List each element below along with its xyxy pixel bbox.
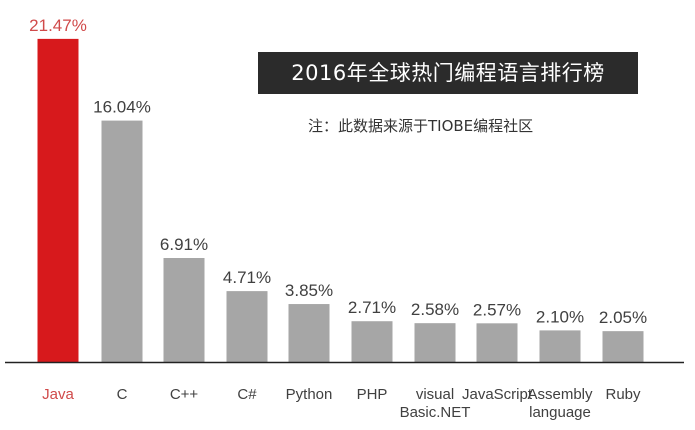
value-label: 2.10% — [536, 307, 584, 326]
value-label: 2.71% — [348, 298, 396, 317]
value-label: 2.57% — [473, 300, 521, 319]
category-label: Basic.NET — [400, 404, 471, 421]
category-label: C — [117, 386, 128, 403]
bar-ruby — [602, 331, 644, 362]
bar-visual-basic-net — [414, 323, 456, 362]
category-label: Assembly — [527, 386, 593, 403]
category-label: PHP — [357, 386, 388, 403]
chart-title: 2016年全球热门编程语言排行榜 — [258, 52, 638, 94]
bar-assembly-language — [539, 330, 581, 362]
value-label: 21.47% — [29, 16, 87, 35]
bar-c — [101, 120, 143, 363]
chart-subtitle: 注：此数据来源于TIOBE编程社区 — [308, 117, 534, 135]
bar-python — [288, 304, 330, 362]
value-label: 16.04% — [93, 98, 151, 117]
category-label: Python — [286, 386, 333, 403]
bar-javascript — [476, 323, 518, 362]
value-label: 2.05% — [599, 308, 647, 327]
bar-php — [351, 321, 393, 362]
bar-c# — [226, 291, 268, 362]
value-label: 4.71% — [223, 268, 271, 287]
value-label: 3.85% — [285, 281, 333, 300]
category-label: visual — [416, 386, 454, 403]
category-label: Ruby — [605, 386, 641, 403]
category-label: C++ — [170, 386, 199, 403]
category-label: Java — [42, 386, 74, 403]
value-label: 6.91% — [160, 235, 208, 254]
bar-c++ — [163, 258, 205, 362]
category-label: language — [529, 404, 591, 421]
category-label: JavaScript — [462, 386, 533, 403]
bar-java — [37, 38, 79, 363]
value-label: 2.58% — [411, 300, 459, 319]
category-label: C# — [237, 386, 257, 403]
